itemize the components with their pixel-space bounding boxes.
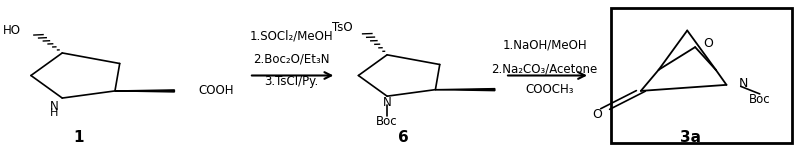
Text: 6: 6	[398, 130, 409, 145]
Text: O: O	[703, 37, 713, 50]
Text: N: N	[739, 77, 749, 90]
Text: O: O	[592, 108, 602, 121]
Text: COOCH₃: COOCH₃	[525, 83, 574, 96]
Text: Boc: Boc	[376, 115, 398, 128]
Polygon shape	[115, 90, 174, 92]
Polygon shape	[435, 89, 495, 91]
Text: 2.Na₂CO₃/Acetone: 2.Na₂CO₃/Acetone	[491, 63, 598, 76]
Text: 1: 1	[74, 130, 84, 145]
Text: TsO: TsO	[332, 21, 353, 34]
Bar	[611, 8, 792, 143]
Text: H: H	[50, 108, 58, 118]
Text: 3a: 3a	[680, 130, 701, 145]
Text: 3.TsCl/Py.: 3.TsCl/Py.	[264, 75, 318, 88]
Text: HO: HO	[3, 24, 21, 37]
Text: 1.SOCl₂/MeOH: 1.SOCl₂/MeOH	[249, 30, 333, 43]
Text: 1.NaOH/MeOH: 1.NaOH/MeOH	[502, 39, 587, 52]
Text: 2.Boc₂O/Et₃N: 2.Boc₂O/Et₃N	[253, 52, 330, 65]
Text: N: N	[50, 100, 58, 113]
Text: Boc: Boc	[749, 93, 770, 106]
Text: COOH: COOH	[198, 84, 234, 97]
Text: N: N	[382, 96, 391, 109]
